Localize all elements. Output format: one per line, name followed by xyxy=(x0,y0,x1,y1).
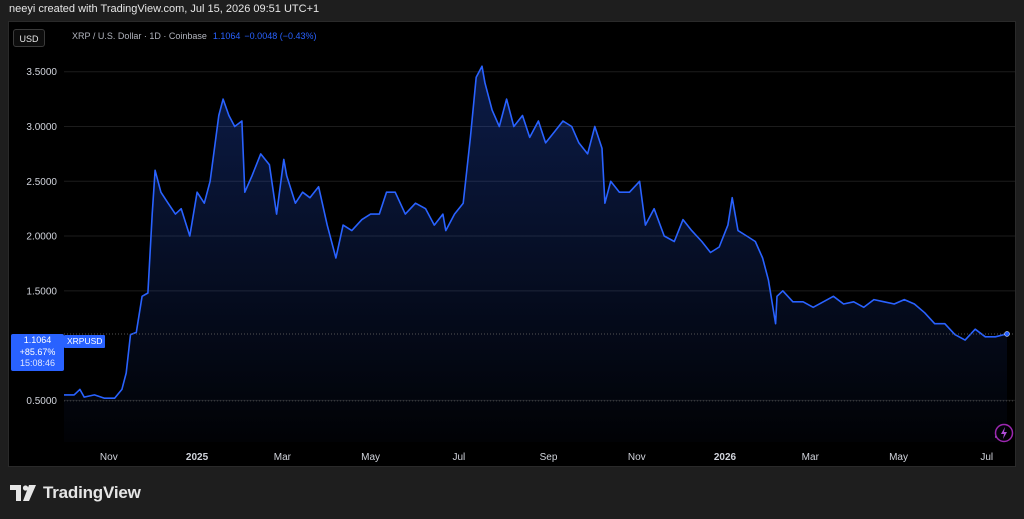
symbol-price: 1.1064 xyxy=(212,31,241,41)
symbol-change: −0.0048 (−0.43%) xyxy=(244,31,317,41)
tradingview-logo[interactable]: TradingView xyxy=(10,483,141,503)
y-axis-labels: 3.5000 3.0000 2.5000 2.0000 1.5000 0.5000 xyxy=(26,67,57,407)
currency-button[interactable]: USD xyxy=(13,29,45,47)
x-tick-label: Jul xyxy=(980,452,993,463)
x-axis-labels: Nov 2025 Mar May Jul Sep Nov 2026 Mar May Jul xyxy=(100,452,993,463)
tradingview-logo-icon xyxy=(10,485,36,501)
bar-countdown: 15:08:46 xyxy=(19,358,56,368)
brand-name: TradingView xyxy=(43,483,141,502)
x-tick-label: 2025 xyxy=(186,452,209,463)
y-tick-label: 3.5000 xyxy=(26,67,57,78)
x-tick-label: 2026 xyxy=(714,452,737,463)
x-tick-label: Nov xyxy=(100,452,118,463)
x-tick-label: Nov xyxy=(628,452,646,463)
last-price-value: 1.1064 xyxy=(23,335,52,345)
symbol-legend: XRP / U.S. Dollar · 1D · Coinbase 1.1064−… xyxy=(72,31,316,41)
last-price-percent: +85.67% xyxy=(19,346,56,357)
y-tick-label: 3.0000 xyxy=(26,122,57,133)
x-tick-label: Mar xyxy=(274,452,292,463)
x-tick-label: Sep xyxy=(540,452,558,463)
chart-attribution: neeyi created with TradingView.com, Jul … xyxy=(9,3,320,15)
price-line-series xyxy=(64,65,1008,399)
y-tick-label: 1.5000 xyxy=(26,286,57,297)
x-tick-label: May xyxy=(889,452,908,463)
y-tick-label: 2.5000 xyxy=(26,177,57,188)
lightning-icon[interactable] xyxy=(991,422,1015,444)
y-tick-label: 0.5000 xyxy=(26,396,57,407)
price-area-fill xyxy=(64,66,1007,442)
last-price-label: 1.1064 +85.67% 15:08:46 xyxy=(11,334,64,371)
x-tick-label: Mar xyxy=(802,452,820,463)
x-tick-label: Jul xyxy=(452,452,465,463)
last-price-marker xyxy=(1004,331,1010,337)
symbol-tag: XRPUSD xyxy=(64,335,106,348)
x-tick-label: May xyxy=(361,452,380,463)
symbol-name: XRP / U.S. Dollar · 1D · Coinbase xyxy=(72,31,207,41)
y-tick-label: 2.0000 xyxy=(26,232,57,243)
